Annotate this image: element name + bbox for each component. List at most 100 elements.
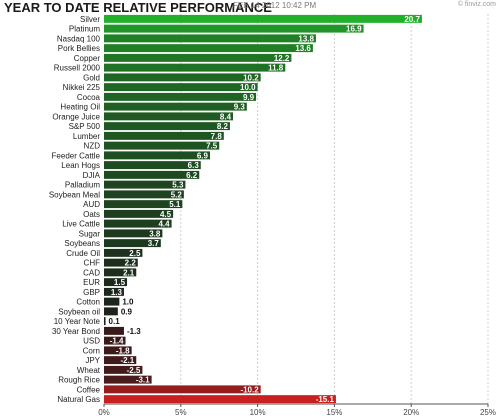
bar [104, 395, 336, 404]
value-label: -2.5 [127, 366, 141, 375]
value-label: -15.1 [316, 395, 335, 404]
value-label: 1.0 [122, 298, 134, 307]
bar [104, 92, 257, 101]
value-label: -3.1 [136, 376, 150, 385]
category-label: JPY [85, 356, 100, 365]
category-label: Russell 2000 [54, 64, 101, 73]
category-label: Palladium [65, 181, 100, 190]
bar [104, 102, 247, 111]
bar [104, 219, 172, 228]
category-label: Heating Oil [60, 103, 100, 112]
bar [104, 375, 152, 384]
value-label: 20.7 [404, 15, 420, 24]
category-label: NZD [84, 142, 101, 151]
timestamp: FEB 14 2012 10:42 PM [233, 1, 317, 10]
bar [104, 356, 137, 365]
value-label: 3.7 [148, 239, 160, 248]
category-label: Soybeans [64, 239, 100, 248]
bar [104, 336, 126, 345]
value-label: -1.4 [110, 337, 124, 346]
value-label: 3.8 [149, 229, 161, 238]
category-label: Copper [74, 54, 101, 63]
value-label: 16.9 [346, 25, 362, 34]
value-label: 5.1 [169, 200, 181, 209]
value-label: 7.5 [206, 142, 218, 151]
category-label: Cotton [76, 298, 100, 307]
category-label: Oats [83, 210, 100, 219]
bar [104, 14, 422, 23]
value-label: -1.8 [116, 346, 130, 355]
category-label: Lean Hogs [61, 161, 100, 170]
bar [104, 44, 313, 53]
value-label: 8.2 [217, 122, 229, 131]
category-label: Platinum [69, 25, 100, 34]
category-label: 30 Year Bond [52, 327, 100, 336]
bar [104, 141, 220, 150]
value-label: -2.1 [120, 356, 134, 365]
value-label: 13.6 [295, 44, 311, 53]
value-label: 0.9 [121, 307, 133, 316]
x-tick-label: 0% [98, 408, 110, 416]
value-label: 5.2 [171, 190, 183, 199]
bar [104, 170, 200, 179]
value-label: 4.4 [158, 220, 170, 229]
x-tick-label: 5% [175, 408, 187, 416]
category-label: CAD [83, 268, 100, 277]
category-label: Coffee [77, 385, 101, 394]
category-label: AUD [83, 200, 100, 209]
bar [104, 112, 234, 121]
bar [104, 151, 210, 160]
bar [104, 248, 143, 257]
bar [104, 385, 261, 394]
category-label: Silver [80, 15, 100, 24]
bar [104, 161, 201, 170]
value-label: 9.3 [234, 103, 246, 112]
value-label: 9.9 [243, 93, 255, 102]
value-label: 13.8 [298, 34, 314, 43]
category-label: Gold [83, 73, 100, 82]
category-label: Cocoa [77, 93, 101, 102]
category-label: Feeder Cattle [52, 151, 101, 160]
bar [104, 278, 128, 287]
bar [104, 258, 138, 267]
bar [104, 131, 224, 140]
value-label: 1.5 [114, 278, 126, 287]
category-label: Nasdaq 100 [57, 34, 101, 43]
bar [104, 239, 161, 248]
x-tick-label: 10% [250, 408, 266, 416]
category-label: EUR [83, 278, 100, 287]
category-label: Rough Rice [58, 376, 100, 385]
category-label: CHF [84, 259, 101, 268]
value-label: -1.3 [127, 327, 141, 336]
category-label: Sugar [79, 229, 101, 238]
category-label: Natural Gas [57, 395, 100, 404]
category-label: Lumber [73, 132, 100, 141]
category-label: Crude Oil [66, 249, 100, 258]
value-label: 5.3 [172, 181, 184, 190]
value-label: 7.8 [211, 132, 223, 141]
value-label: 6.9 [197, 151, 209, 160]
category-label: 10 Year Note [54, 317, 101, 326]
value-label: 12.2 [274, 54, 290, 63]
category-label: Nikkei 225 [63, 83, 101, 92]
value-label: 10.2 [243, 73, 259, 82]
bar [104, 209, 174, 218]
bar [104, 34, 316, 43]
category-label: Corn [83, 346, 100, 355]
bar [104, 53, 292, 62]
bar [104, 24, 364, 33]
bar [104, 287, 124, 296]
bar [104, 180, 186, 189]
category-label: Pork Bellies [58, 44, 100, 53]
category-label: Live Cattle [62, 220, 100, 229]
site-credit: © finviz.com [457, 1, 496, 8]
value-label: 2.5 [129, 249, 141, 258]
bar [104, 190, 184, 199]
category-label: Orange Juice [52, 112, 100, 121]
value-label: 6.3 [188, 161, 200, 170]
category-label: Soybean oil [58, 307, 100, 316]
bar [104, 307, 118, 316]
bar [104, 200, 183, 209]
bar [104, 63, 286, 72]
